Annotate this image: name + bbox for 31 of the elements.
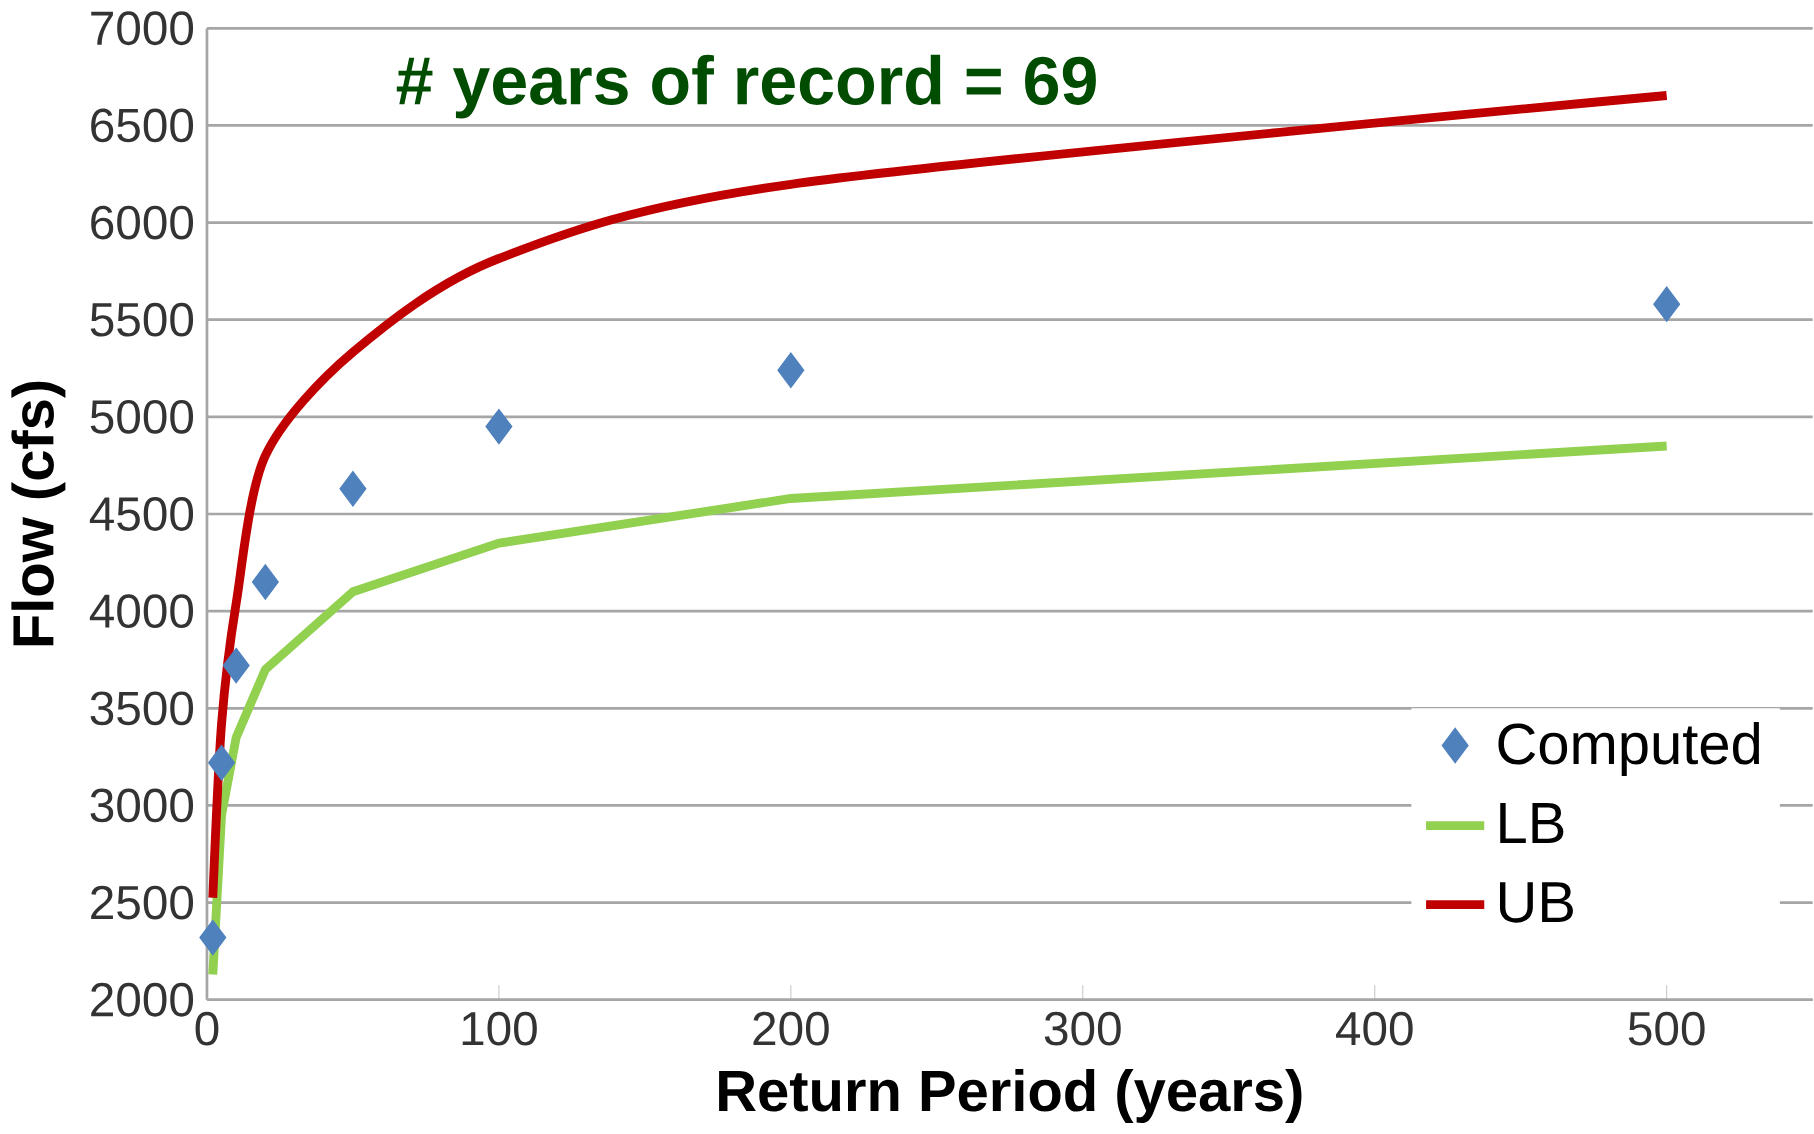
y-tick-label: 2000 [91, 982, 194, 1017]
y-tick-label: 4500 [89, 496, 194, 531]
point [339, 470, 367, 507]
point [199, 919, 227, 956]
legend-label: Computed [1498, 721, 1760, 776]
x-tick-label: 500 [1628, 1011, 1705, 1046]
y-tick-label: 6500 [91, 108, 194, 143]
y-tick-label: 5500 [90, 302, 194, 337]
point [251, 564, 279, 600]
y-tick-label: 4000 [89, 594, 194, 628]
y-tick-label: 5000 [90, 399, 194, 434]
point [485, 408, 513, 445]
point [222, 647, 250, 684]
x-tick-label: 300 [1044, 1011, 1121, 1046]
x-axis-title: Return Period (years) [719, 1068, 1302, 1123]
legend-label: LB [1500, 802, 1564, 843]
y-tick-label: 7000 [91, 11, 194, 45]
legend-label: UB [1499, 882, 1573, 923]
y-tick-label: 3000 [90, 788, 194, 823]
point [208, 744, 236, 781]
annotation: # years of record = 69 [396, 54, 1096, 119]
x-tick-label: 0 [195, 1011, 219, 1046]
y-axis-title: Flow (cfs) [11, 381, 66, 646]
y-tick-label: 3500 [90, 691, 194, 726]
y-tick-label: 2500 [91, 885, 194, 920]
x-tick-label: 100 [462, 1011, 537, 1046]
y-tick-label: 6000 [91, 205, 194, 240]
point [1653, 286, 1681, 322]
x-tick-label: 200 [753, 1011, 829, 1046]
point [777, 352, 805, 388]
x-tick-label: 400 [1336, 1011, 1413, 1046]
